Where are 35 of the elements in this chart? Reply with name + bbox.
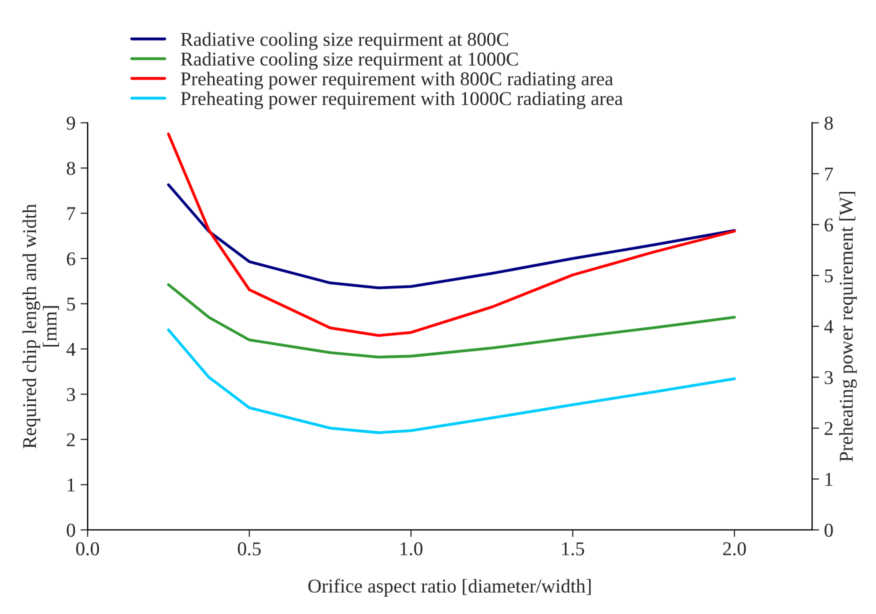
y2-tick-label: 2 bbox=[824, 422, 833, 435]
y-tick-label: 4 bbox=[66, 342, 76, 356]
y2-tick-label: 0 bbox=[824, 524, 833, 537]
y2-tick-label: 6 bbox=[824, 218, 833, 232]
legend-label: Preheating power requirement with 1000C radiating area bbox=[180, 92, 623, 110]
y-tick-label: 2 bbox=[66, 433, 75, 446]
legend-label: Radiative cooling size requirment at 800C bbox=[180, 32, 508, 50]
y-tick-label: 0 bbox=[66, 524, 76, 537]
y2-tick-label: 3 bbox=[824, 371, 833, 384]
y2-tick-label: 5 bbox=[824, 269, 833, 282]
line-series bbox=[167, 328, 736, 434]
y2-tick-label: 8 bbox=[824, 116, 833, 130]
y-tick-label: 1 bbox=[68, 478, 75, 492]
x-axis-title: Orifice aspect ratio [diameter/width] bbox=[308, 578, 591, 597]
x-tick-label: 1.0 bbox=[400, 542, 422, 556]
x-tick-label: 1.5 bbox=[562, 542, 584, 556]
legend-label: Radiative cooling size requirment at 1000C bbox=[180, 52, 518, 70]
y-tick-label: 5 bbox=[67, 298, 76, 311]
y-tick-label: 3 bbox=[67, 388, 76, 402]
x-tick-label: 2.0 bbox=[723, 542, 746, 556]
y-axis-title: Required chip length and width [mm] bbox=[22, 204, 59, 448]
line-series bbox=[167, 283, 736, 358]
y2-tick-label: 7 bbox=[825, 168, 834, 180]
legend-label: Preheating power requirement with 800C radiating area bbox=[180, 72, 614, 90]
y-tick-label: 6 bbox=[66, 252, 76, 266]
line-series bbox=[167, 183, 736, 290]
y2-tick-label: 1 bbox=[826, 472, 832, 486]
y-tick-label: 8 bbox=[66, 162, 76, 175]
y-tick-label: 7 bbox=[67, 207, 76, 220]
y2-tick-label: 4 bbox=[824, 320, 834, 334]
x-tick-label: 0.5 bbox=[238, 542, 261, 556]
y-tick-label: 9 bbox=[66, 116, 75, 130]
y2-axis-title: Preheating power requirement [W] bbox=[839, 192, 857, 462]
line-series bbox=[167, 132, 736, 337]
x-tick-label: 0.0 bbox=[76, 542, 100, 556]
